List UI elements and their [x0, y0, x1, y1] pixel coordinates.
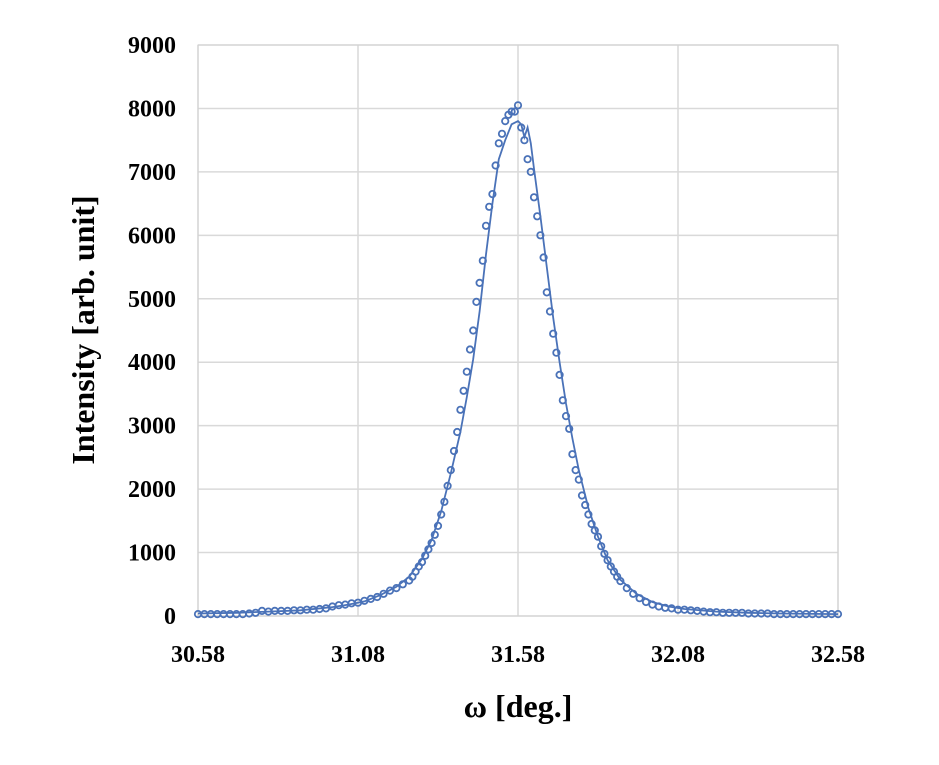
data-point — [459, 386, 468, 395]
data-point — [536, 231, 545, 240]
data-point — [373, 592, 382, 602]
data-point — [449, 446, 459, 456]
y-tick-label: 0 — [164, 604, 176, 630]
x-tick-label: 31.08 — [331, 642, 385, 668]
x-tick-label: 31.58 — [491, 642, 545, 668]
data-point — [453, 427, 462, 437]
data-point — [542, 288, 551, 297]
data-point — [379, 589, 388, 598]
data-point — [577, 491, 587, 500]
data-point — [549, 329, 558, 338]
data-point — [472, 297, 481, 306]
data-point — [558, 396, 567, 405]
data-point — [833, 609, 843, 619]
data-point — [597, 542, 606, 551]
y-tick-label: 8000 — [128, 96, 176, 122]
data-point — [520, 136, 529, 145]
x-tick-label: 32.58 — [811, 642, 865, 668]
data-point — [705, 608, 715, 617]
data-point — [622, 583, 631, 593]
x-tick-labels: 30.58 31.08 31.58 32.08 32.58 — [171, 642, 865, 668]
data-point — [526, 167, 535, 176]
y-tick-label: 2000 — [128, 477, 176, 503]
data-point — [398, 580, 407, 589]
data-point — [555, 370, 564, 379]
series-markers-group — [193, 101, 843, 619]
data-point — [533, 212, 542, 221]
data-point — [433, 521, 443, 531]
data-point — [561, 411, 571, 421]
y-tick-label: 6000 — [128, 223, 176, 249]
data-point — [568, 450, 577, 459]
y-tick-label: 1000 — [128, 541, 176, 567]
y-tick-label: 7000 — [128, 160, 176, 186]
x-tick-label: 32.08 — [651, 642, 705, 668]
data-point — [635, 594, 644, 603]
data-point — [462, 367, 471, 376]
data-point — [497, 129, 507, 138]
data-point — [507, 107, 516, 116]
data-point — [510, 107, 519, 116]
y-tick-label: 9000 — [128, 33, 176, 59]
data-point — [427, 538, 436, 548]
data-point — [475, 278, 484, 287]
data-point — [581, 500, 590, 510]
data-point — [584, 510, 593, 519]
data-point — [494, 139, 503, 148]
data-point — [481, 221, 491, 230]
data-point — [571, 465, 580, 475]
data-point — [488, 190, 497, 199]
y-tick-label: 5000 — [128, 287, 176, 313]
gridlines — [197, 44, 839, 617]
x-tick-label: 30.58 — [171, 642, 225, 668]
data-point — [523, 155, 532, 164]
data-point — [603, 556, 612, 565]
data-point — [616, 576, 625, 586]
data-point — [529, 193, 539, 202]
y-tick-label: 3000 — [128, 414, 176, 440]
data-point — [392, 583, 401, 593]
data-point — [539, 253, 548, 262]
data-point — [417, 557, 427, 567]
data-point — [587, 519, 596, 529]
y-tick-label: 4000 — [128, 350, 176, 376]
data-point — [440, 497, 449, 506]
data-point — [469, 326, 478, 335]
data-point — [552, 348, 561, 357]
data-point — [437, 510, 446, 519]
data-point — [590, 526, 599, 535]
data-point — [485, 202, 494, 211]
data-point — [421, 551, 430, 560]
data-point — [600, 549, 609, 558]
data-point — [501, 117, 510, 126]
data-point — [446, 465, 455, 475]
data-point — [424, 545, 433, 554]
data-point — [456, 405, 465, 414]
y-tick-labels: 0 1000 2000 3000 4000 5000 6000 7000 8000 9000 — [128, 33, 176, 630]
data-point — [478, 256, 487, 265]
y-axis-title: Intensity [arb. unit] — [65, 195, 101, 464]
data-point — [430, 530, 439, 539]
data-point — [517, 123, 526, 132]
data-point — [565, 424, 574, 433]
data-point — [641, 597, 651, 607]
data-point — [593, 532, 603, 541]
data-point — [513, 101, 523, 110]
plot-frame — [197, 44, 839, 617]
data-point — [443, 481, 452, 490]
data-point — [491, 161, 500, 170]
data-point — [574, 475, 583, 484]
data-point — [465, 345, 475, 354]
data-point — [629, 589, 638, 598]
data-point — [545, 307, 555, 316]
x-axis-title: ω [deg.] — [464, 688, 573, 724]
